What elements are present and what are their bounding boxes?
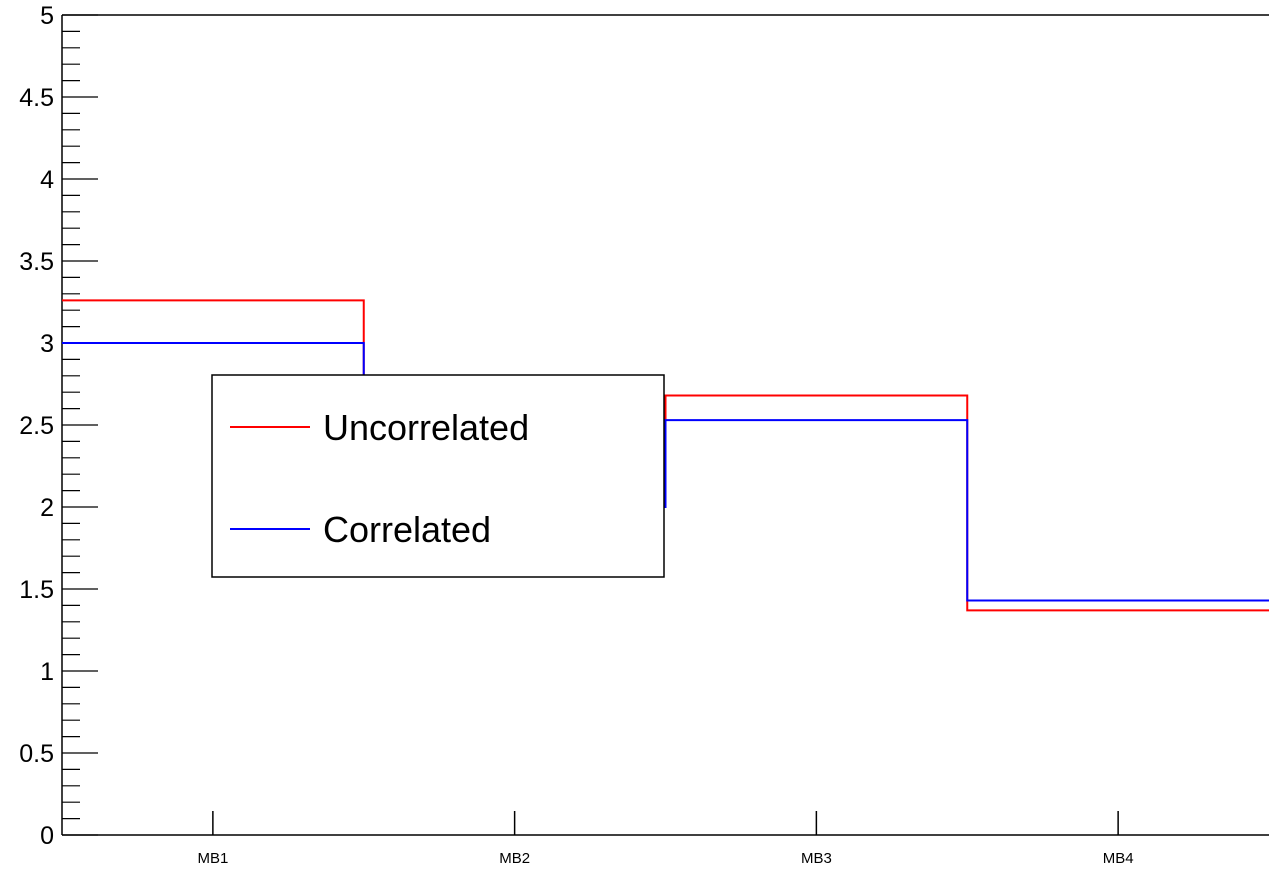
x-tick-label-mb3: MB3 bbox=[801, 850, 832, 867]
y-tick-label: 4.5 bbox=[19, 84, 54, 112]
legend-box bbox=[211, 374, 665, 578]
x-axis-ticks: MB1 MB2 MB3 MB4 bbox=[197, 811, 1134, 867]
y-tick-label: 2.5 bbox=[19, 412, 54, 440]
y-tick-label: 4 bbox=[40, 166, 54, 194]
y-tick-label: 0 bbox=[40, 822, 54, 850]
y-axis-ticks: 0 0.5 1 1.5 2 2.5 3 3.5 4 4.5 5 bbox=[19, 2, 98, 850]
series-layer bbox=[62, 299, 1269, 612]
y-tick-label: 0.5 bbox=[19, 740, 54, 768]
x-tick-label-mb4: MB4 bbox=[1103, 850, 1134, 867]
y-tick-label: 1.5 bbox=[19, 576, 54, 604]
series-line-correlated bbox=[62, 342, 1269, 602]
legend: Uncorrelated Correlated bbox=[211, 374, 665, 578]
x-tick-label-mb1: MB1 bbox=[197, 850, 228, 867]
legend-label-uncorrelated: Uncorrelated bbox=[323, 407, 529, 448]
y-tick-label: 1 bbox=[40, 658, 54, 686]
legend-label-correlated: Correlated bbox=[323, 509, 491, 550]
x-tick-label-mb2: MB2 bbox=[499, 850, 530, 867]
y-tick-label: 3.5 bbox=[19, 248, 54, 276]
y-tick-label: 5 bbox=[40, 2, 54, 30]
y-tick-label: 3 bbox=[40, 330, 54, 358]
y-tick-label: 2 bbox=[40, 494, 54, 522]
